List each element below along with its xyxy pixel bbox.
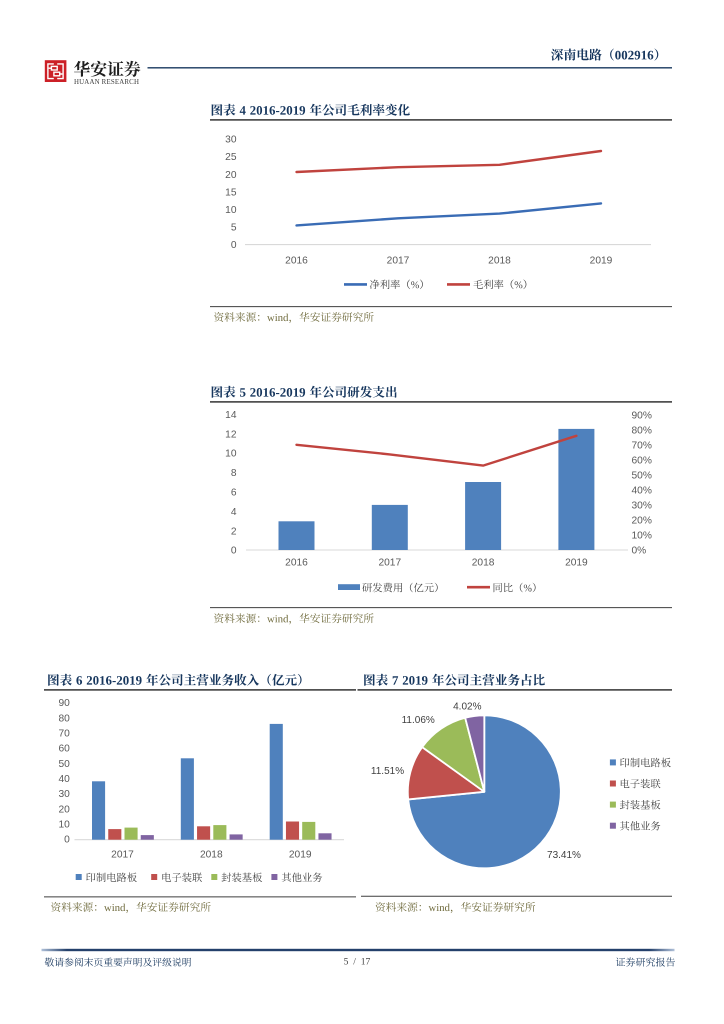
svg-text:6: 6 — [231, 487, 237, 498]
svg-text:70: 70 — [58, 729, 70, 740]
svg-text:90: 90 — [58, 698, 70, 709]
svg-text:2018: 2018 — [200, 849, 223, 860]
svg-text:5: 5 — [231, 222, 237, 233]
svg-text:20%: 20% — [632, 516, 652, 527]
svg-text:2019: 2019 — [289, 849, 312, 860]
svg-text:0: 0 — [64, 835, 70, 846]
svg-text:60: 60 — [58, 744, 70, 755]
svg-text:40: 40 — [58, 774, 70, 785]
svg-text:8: 8 — [231, 468, 237, 479]
svg-text:15: 15 — [225, 187, 237, 198]
svg-text:2016: 2016 — [285, 256, 308, 267]
svg-text:60%: 60% — [632, 456, 652, 467]
svg-text:2019: 2019 — [565, 558, 588, 569]
svg-text:30%: 30% — [632, 501, 652, 512]
svg-text:73.41%: 73.41% — [547, 850, 581, 861]
svg-text:80: 80 — [58, 713, 70, 724]
svg-text:2017: 2017 — [111, 849, 134, 860]
svg-text:50%: 50% — [632, 471, 652, 482]
svg-text:2017: 2017 — [387, 256, 410, 267]
svg-text:2: 2 — [231, 526, 237, 537]
svg-text:11.06%: 11.06% — [402, 715, 435, 726]
svg-text:20: 20 — [58, 804, 70, 815]
svg-text:50: 50 — [58, 759, 70, 770]
svg-text:10: 10 — [58, 819, 70, 830]
svg-text:2016: 2016 — [285, 558, 308, 569]
svg-text:4.02%: 4.02% — [453, 702, 481, 713]
svg-text:14: 14 — [225, 410, 237, 421]
svg-text:0: 0 — [231, 240, 237, 251]
svg-text:2019: 2019 — [590, 256, 613, 267]
svg-text:80%: 80% — [632, 425, 652, 436]
svg-text:40%: 40% — [632, 486, 652, 497]
svg-text:20: 20 — [225, 170, 237, 181]
svg-text:10%: 10% — [632, 531, 652, 542]
svg-text:30: 30 — [58, 789, 70, 800]
svg-text:2018: 2018 — [472, 558, 495, 569]
svg-text:25: 25 — [225, 152, 237, 163]
svg-text:4: 4 — [231, 507, 237, 518]
svg-text:2018: 2018 — [488, 256, 511, 267]
svg-text:10: 10 — [225, 449, 237, 460]
svg-text:10: 10 — [225, 205, 237, 216]
svg-text:11.51%: 11.51% — [371, 766, 404, 777]
svg-text:0: 0 — [231, 546, 237, 557]
svg-text:5 / 17: 5 / 17 — [344, 957, 371, 968]
svg-text:90%: 90% — [632, 410, 652, 421]
svg-text:0%: 0% — [632, 546, 647, 557]
svg-text:2017: 2017 — [378, 558, 401, 569]
svg-text:HUAAN RESEARCH: HUAAN RESEARCH — [74, 79, 139, 86]
svg-text:12: 12 — [225, 429, 237, 440]
svg-text:30: 30 — [225, 135, 237, 146]
svg-text:70%: 70% — [632, 441, 652, 452]
